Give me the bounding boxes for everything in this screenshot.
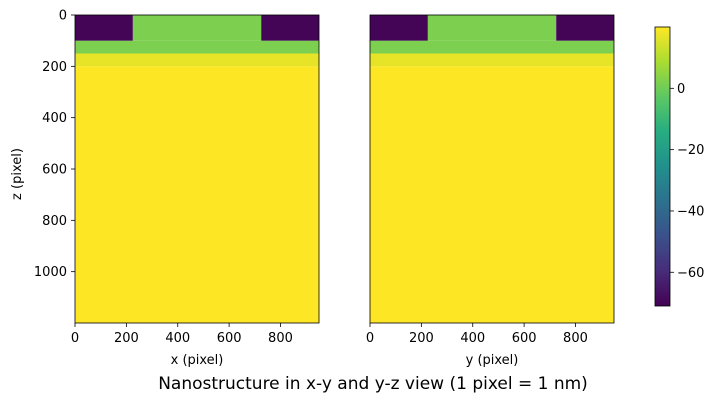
x-tick-label: 800 <box>563 331 588 346</box>
x-tick-label: 600 <box>512 331 537 346</box>
heatmap-region <box>75 66 319 323</box>
x-tick-label: 0 <box>366 331 374 346</box>
heatmap-region <box>370 66 614 323</box>
plot-frame <box>369 14 615 324</box>
colorbar: 0 −20 −40 −60 <box>654 26 704 307</box>
colorbar-ticks: 0 −20 −40 −60 <box>670 82 704 281</box>
heatmap-region <box>75 53 319 67</box>
heatmap-region <box>75 15 133 41</box>
heatmap-region <box>370 40 614 54</box>
y-tick-label: 400 <box>42 111 67 126</box>
heatmap-region <box>261 15 319 41</box>
figure-title: Nanostructure in x-y and y-z view (1 pix… <box>158 374 588 394</box>
xz-view-panel: 0 200 400 600 800 0 200 400 600 800 1000 x (pixel) z… <box>10 9 320 368</box>
x-tick-label: 400 <box>460 331 485 346</box>
colorbar-tick-label: −20 <box>677 143 704 158</box>
colorbar-tick-label: −60 <box>677 266 704 281</box>
colorbar-tick-label: 0 <box>677 82 685 97</box>
y-tick-label: 600 <box>42 163 67 178</box>
colorbar-gradient <box>654 26 671 307</box>
yz-view-panel: 0 200 400 600 800 y (pixel) <box>366 14 615 368</box>
x-tick-label: 0 <box>71 331 79 346</box>
colorbar-tick-label: −40 <box>677 204 704 219</box>
x-axis-label: y (pixel) <box>466 353 519 368</box>
y-tick-label: 200 <box>42 60 67 75</box>
y-tick-label: 0 <box>59 9 67 24</box>
x-tick-label: 600 <box>217 331 242 346</box>
heatmap-region <box>75 40 319 54</box>
y-axis-label: z (pixel) <box>10 148 25 200</box>
x-axis-label: x (pixel) <box>171 353 224 368</box>
y-tick-label: 800 <box>42 214 67 229</box>
heatmap-region <box>370 53 614 67</box>
x-tick-label: 400 <box>165 331 190 346</box>
x-tick-label: 800 <box>268 331 293 346</box>
heatmap-region <box>370 15 428 41</box>
heatmap-region <box>427 15 557 41</box>
y-tick-label: 1000 <box>34 265 67 280</box>
x-tick-label: 200 <box>114 331 139 346</box>
x-tick-label: 200 <box>409 331 434 346</box>
heatmap-region <box>556 15 614 41</box>
heatmap-region <box>132 15 262 41</box>
